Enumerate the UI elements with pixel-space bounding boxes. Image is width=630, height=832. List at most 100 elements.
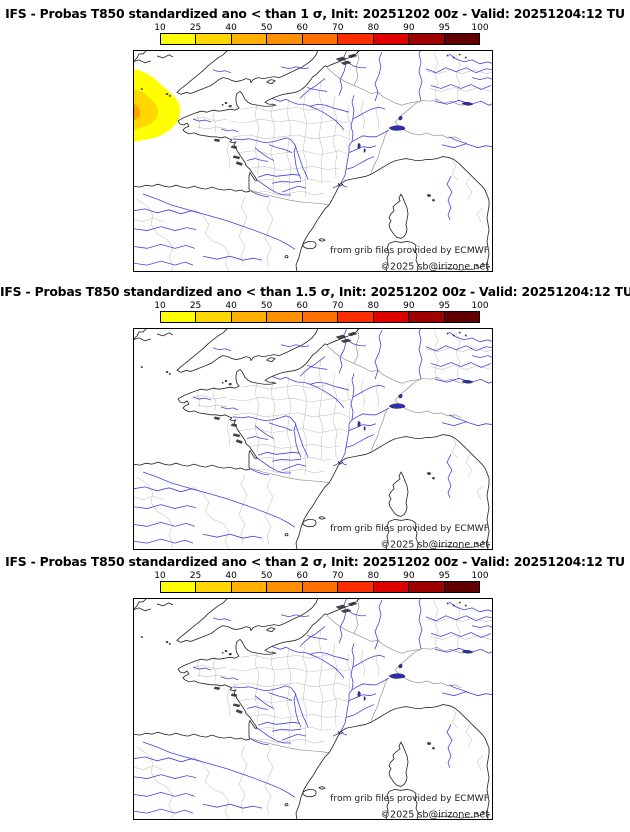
colorbar-segment [267, 312, 303, 322]
river-guadiana [133, 521, 196, 527]
colorbar-segment [161, 582, 197, 592]
colorbar [160, 581, 480, 593]
map-credit-ecmwf: from grib files provided by ECMWF [330, 246, 489, 256]
river-saone [350, 95, 355, 142]
zeeland-island [340, 60, 352, 66]
ibiza-coast [284, 255, 289, 259]
river-main [425, 615, 493, 622]
river-charente [246, 158, 269, 162]
colorbar-segment [373, 34, 410, 44]
river-arno [446, 176, 453, 220]
small-dots-ne [446, 331, 467, 337]
river-moselle [374, 329, 383, 380]
admin-boundaries [133, 600, 493, 820]
colorbar [160, 311, 480, 323]
france-atlantic-coast [133, 343, 326, 471]
river-charente [246, 436, 269, 440]
river-garonne [255, 456, 291, 474]
colorbar-segment [231, 582, 268, 592]
river-loire [232, 415, 309, 458]
border-switzerland-south [394, 399, 462, 419]
river-moselle [374, 51, 383, 102]
river-oise [299, 356, 326, 377]
river-doubs [352, 384, 386, 398]
channel-island-guernsey [224, 650, 228, 652]
river-somme [306, 365, 328, 370]
rhone-delta [337, 182, 344, 187]
netherlands-coast [324, 50, 361, 68]
river-somme [306, 87, 328, 92]
border-france-spain [249, 189, 330, 206]
river-rhone [332, 677, 390, 737]
channel-island-jersey [228, 653, 232, 656]
isle-of-wight [266, 627, 276, 632]
river-severn [212, 347, 232, 352]
ireland-coast [133, 598, 148, 612]
border-france-belgium-germany [326, 345, 421, 384]
wales-coast [133, 54, 174, 64]
river-rhone [332, 407, 390, 467]
colorbar-tick-label: 50 [260, 571, 273, 581]
lakes [357, 380, 474, 431]
zeeland-island [340, 338, 352, 344]
country-borders [249, 598, 465, 754]
tuscany-detail [434, 263, 486, 271]
channel-island [221, 382, 224, 384]
river-rhone [332, 129, 390, 189]
ireland-coast [133, 50, 148, 64]
river-tajo [133, 774, 197, 779]
lake-constance [461, 102, 474, 106]
ile-de-re [232, 433, 241, 438]
ireland-coast [133, 328, 148, 342]
corsica-coast [388, 741, 409, 787]
river-guadalquivir [133, 260, 194, 266]
mallorca-coast [302, 518, 317, 528]
river-scheldt [346, 339, 366, 347]
colorbar-segment [302, 312, 339, 322]
colorbar-tick-label: 10 [154, 301, 166, 311]
river-german-ne1 [448, 601, 493, 613]
river-ebro [142, 471, 296, 528]
river-po [441, 143, 493, 149]
river-meuse [338, 50, 348, 96]
river-isere [348, 145, 377, 153]
map-frame [133, 50, 493, 272]
colorbar-segment [231, 312, 268, 322]
river-adour [250, 738, 270, 746]
lake-bourget [357, 421, 361, 427]
colorbar-segment [444, 582, 479, 592]
map-credit-copyright: ©2025 sb@irizone.net [380, 540, 489, 550]
channel-island-jersey [228, 383, 232, 386]
river-ebro [142, 193, 296, 250]
river-severn [212, 69, 232, 74]
river-adour [250, 468, 270, 476]
colorbar-segment [373, 582, 410, 592]
river-dordogne [257, 173, 301, 178]
colorbar-tick-label: 95 [438, 571, 451, 581]
river-durance [345, 704, 375, 718]
river-marne [309, 103, 350, 113]
lake-geneva [388, 403, 406, 409]
ibiza-coast [284, 533, 289, 537]
river-jucar [202, 803, 263, 809]
river-adda [448, 684, 468, 693]
france-atlantic-coast [133, 65, 326, 193]
river-guadalquivir [133, 538, 194, 544]
colorbar-tick-label: 70 [332, 571, 344, 581]
corsica-coast [388, 193, 409, 239]
river-doubs [352, 654, 386, 668]
colorbar-tick-label: 10 [154, 571, 166, 581]
river-vienne [254, 147, 275, 161]
ile-de-re [232, 155, 241, 160]
scilly-isles [140, 88, 171, 97]
lake-geneva [388, 673, 406, 679]
map-credit-ecmwf: from grib files provided by ECMWF [330, 524, 489, 534]
river-vienne [254, 695, 275, 709]
river-tarn [281, 185, 307, 193]
border-switzerland-north [394, 646, 465, 671]
river-seine [271, 97, 345, 131]
colorbar-ticks: 10 25 40 50 60 70 80 90 95 100 [154, 23, 488, 33]
anomaly-blob [133, 68, 181, 142]
lake-annecy [363, 696, 366, 701]
mediterranean-italy-coast [295, 704, 490, 820]
